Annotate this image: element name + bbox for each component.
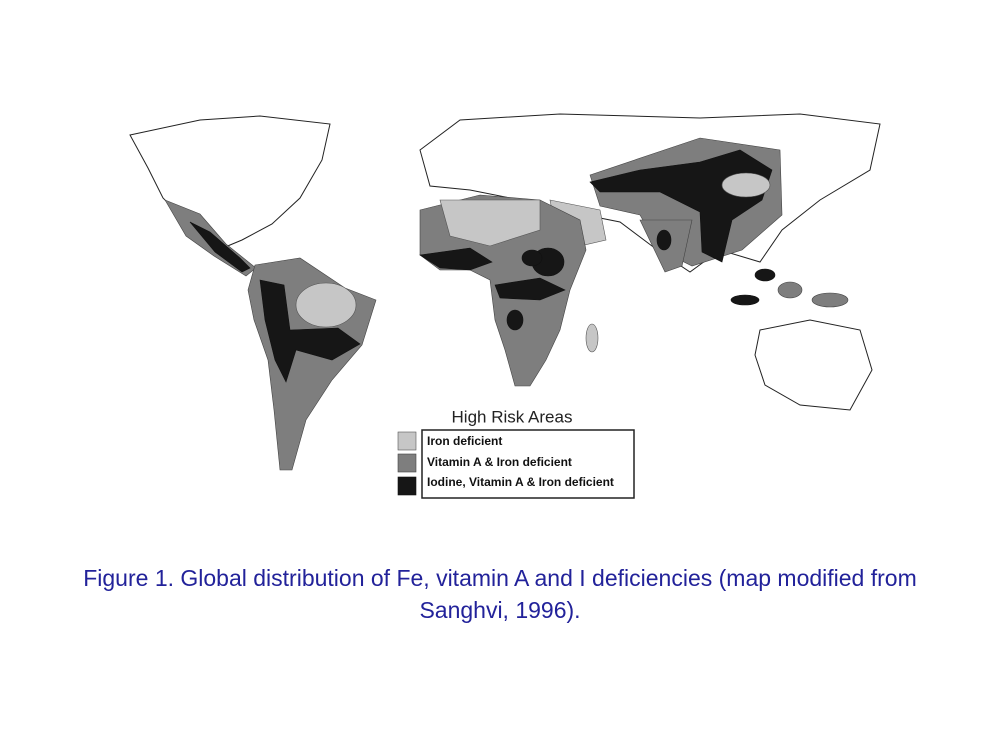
legend-swatch [397,453,417,473]
west-africa-band [419,247,493,271]
figure-caption: Figure 1. Global distribution of Fe, vit… [83,565,917,623]
north-america [129,115,331,251]
legend-box [421,429,635,499]
legend-item: Iodine, Vitamin A & Iron deficient [427,475,614,489]
north-africa-region [439,199,541,247]
south-africa-spot [506,309,524,331]
legend-swatch [397,476,417,496]
legend-title: High Risk Areas [452,407,573,426]
australia [754,319,873,411]
central-america-band [189,221,251,273]
andes-amazon-band [259,279,361,383]
island-2 [730,294,760,306]
china-region [721,172,771,198]
island-4 [811,292,849,308]
central-africa-spot [521,249,543,267]
india-spot [656,229,672,251]
madagascar [585,323,599,353]
world-map: High Risk Areas Iron deficient Vitamin A… [129,113,881,499]
island-1 [754,268,776,282]
legend-item: Iron deficient [427,434,502,448]
central-africa-band [494,277,566,301]
map-shapes [129,113,881,471]
legend-item: Vitamin A & Iron deficient [427,455,572,469]
island-3 [777,281,803,299]
brazil-region [295,282,357,328]
legend-swatch [397,431,417,451]
